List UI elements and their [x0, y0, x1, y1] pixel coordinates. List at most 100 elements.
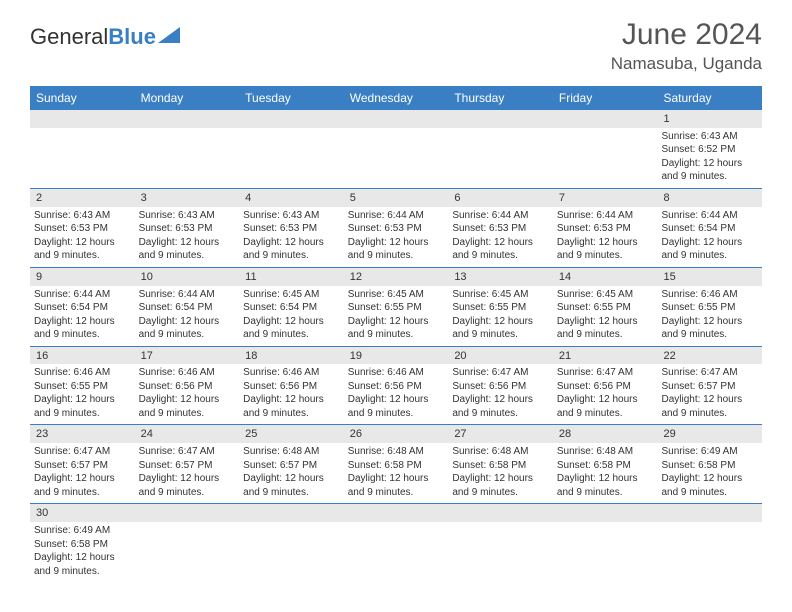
daylight-line: Daylight: 12 hours and 9 minutes. — [34, 236, 131, 263]
date-number-cell: 9 — [30, 268, 135, 286]
date-number-cell: 22 — [657, 347, 762, 365]
header: GeneralBlue June 2024 Namasuba, Uganda — [0, 0, 792, 80]
date-number-cell — [135, 110, 240, 128]
sunrise-line: Sunrise: 6:48 AM — [243, 445, 340, 459]
sunrise-line: Sunrise: 6:46 AM — [34, 366, 131, 380]
weekday-header: SundayMondayTuesdayWednesdayThursdayFrid… — [30, 86, 762, 110]
sunrise-line: Sunrise: 6:45 AM — [243, 288, 340, 302]
sunrise-line: Sunrise: 6:48 AM — [557, 445, 654, 459]
sunrise-line: Sunrise: 6:44 AM — [557, 209, 654, 223]
sunrise-line: Sunrise: 6:45 AM — [348, 288, 445, 302]
sunset-line: Sunset: 6:53 PM — [34, 222, 131, 236]
sunset-line: Sunset: 6:57 PM — [243, 459, 340, 473]
date-number-cell: 20 — [448, 347, 553, 365]
day-cell: Sunrise: 6:45 AMSunset: 6:54 PMDaylight:… — [239, 286, 344, 346]
day-cell: Sunrise: 6:44 AMSunset: 6:53 PMDaylight:… — [553, 207, 658, 267]
day-cell: Sunrise: 6:47 AMSunset: 6:56 PMDaylight:… — [448, 364, 553, 424]
sunset-line: Sunset: 6:56 PM — [348, 380, 445, 394]
date-number-cell — [135, 504, 240, 522]
weekday-col: Saturday — [657, 86, 762, 110]
sunset-line: Sunset: 6:55 PM — [348, 301, 445, 315]
daylight-line: Daylight: 12 hours and 9 minutes. — [348, 315, 445, 342]
day-cell: Sunrise: 6:44 AMSunset: 6:53 PMDaylight:… — [344, 207, 449, 267]
sail-icon — [158, 25, 184, 45]
date-number-row: 16171819202122 — [30, 347, 762, 365]
day-cell: Sunrise: 6:46 AMSunset: 6:56 PMDaylight:… — [135, 364, 240, 424]
date-number-cell: 6 — [448, 189, 553, 207]
day-cell: Sunrise: 6:48 AMSunset: 6:58 PMDaylight:… — [344, 443, 449, 503]
day-cell — [657, 522, 762, 582]
sunset-line: Sunset: 6:55 PM — [557, 301, 654, 315]
week-content-row: Sunrise: 6:44 AMSunset: 6:54 PMDaylight:… — [30, 286, 762, 347]
daylight-line: Daylight: 12 hours and 9 minutes. — [452, 315, 549, 342]
date-number-cell: 18 — [239, 347, 344, 365]
brand-part1: General — [30, 24, 108, 49]
day-cell — [344, 128, 449, 188]
sunrise-line: Sunrise: 6:44 AM — [452, 209, 549, 223]
date-number-cell: 11 — [239, 268, 344, 286]
daylight-line: Daylight: 12 hours and 9 minutes. — [34, 551, 131, 578]
date-number-cell — [448, 110, 553, 128]
week-content-row: Sunrise: 6:43 AMSunset: 6:53 PMDaylight:… — [30, 207, 762, 268]
daylight-line: Daylight: 12 hours and 9 minutes. — [243, 315, 340, 342]
sunrise-line: Sunrise: 6:49 AM — [661, 445, 758, 459]
sunset-line: Sunset: 6:58 PM — [557, 459, 654, 473]
date-number-cell: 17 — [135, 347, 240, 365]
daylight-line: Daylight: 12 hours and 9 minutes. — [348, 236, 445, 263]
week-content-row: Sunrise: 6:47 AMSunset: 6:57 PMDaylight:… — [30, 443, 762, 504]
day-cell: Sunrise: 6:48 AMSunset: 6:58 PMDaylight:… — [553, 443, 658, 503]
daylight-line: Daylight: 12 hours and 9 minutes. — [661, 315, 758, 342]
day-cell: Sunrise: 6:46 AMSunset: 6:56 PMDaylight:… — [239, 364, 344, 424]
day-cell: Sunrise: 6:46 AMSunset: 6:56 PMDaylight:… — [344, 364, 449, 424]
daylight-line: Daylight: 12 hours and 9 minutes. — [243, 393, 340, 420]
sunrise-line: Sunrise: 6:47 AM — [452, 366, 549, 380]
weeks-container: 1Sunrise: 6:43 AMSunset: 6:52 PMDaylight… — [30, 110, 762, 582]
day-cell: Sunrise: 6:48 AMSunset: 6:58 PMDaylight:… — [448, 443, 553, 503]
sunrise-line: Sunrise: 6:43 AM — [139, 209, 236, 223]
daylight-line: Daylight: 12 hours and 9 minutes. — [452, 236, 549, 263]
date-number-cell: 23 — [30, 425, 135, 443]
day-cell: Sunrise: 6:49 AMSunset: 6:58 PMDaylight:… — [30, 522, 135, 582]
sunrise-line: Sunrise: 6:47 AM — [557, 366, 654, 380]
date-number-cell — [448, 504, 553, 522]
sunrise-line: Sunrise: 6:43 AM — [34, 209, 131, 223]
date-number-row: 2345678 — [30, 189, 762, 207]
sunset-line: Sunset: 6:56 PM — [557, 380, 654, 394]
weekday-col: Tuesday — [239, 86, 344, 110]
date-number-cell: 24 — [135, 425, 240, 443]
date-number-row: 1 — [30, 110, 762, 128]
sunset-line: Sunset: 6:53 PM — [139, 222, 236, 236]
date-number-cell: 5 — [344, 189, 449, 207]
day-cell — [30, 128, 135, 188]
day-cell: Sunrise: 6:47 AMSunset: 6:57 PMDaylight:… — [30, 443, 135, 503]
day-cell: Sunrise: 6:43 AMSunset: 6:53 PMDaylight:… — [135, 207, 240, 267]
day-cell — [239, 522, 344, 582]
sunset-line: Sunset: 6:53 PM — [452, 222, 549, 236]
sunrise-line: Sunrise: 6:49 AM — [34, 524, 131, 538]
date-number-cell: 2 — [30, 189, 135, 207]
sunset-line: Sunset: 6:56 PM — [139, 380, 236, 394]
weekday-col: Monday — [135, 86, 240, 110]
date-number-cell: 3 — [135, 189, 240, 207]
date-number-cell: 30 — [30, 504, 135, 522]
date-number-cell: 27 — [448, 425, 553, 443]
day-cell: Sunrise: 6:46 AMSunset: 6:55 PMDaylight:… — [657, 286, 762, 346]
daylight-line: Daylight: 12 hours and 9 minutes. — [243, 236, 340, 263]
date-number-row: 9101112131415 — [30, 268, 762, 286]
day-cell: Sunrise: 6:45 AMSunset: 6:55 PMDaylight:… — [553, 286, 658, 346]
day-cell: Sunrise: 6:43 AMSunset: 6:53 PMDaylight:… — [239, 207, 344, 267]
day-cell — [553, 128, 658, 188]
date-number-cell: 13 — [448, 268, 553, 286]
date-number-cell: 19 — [344, 347, 449, 365]
daylight-line: Daylight: 12 hours and 9 minutes. — [139, 236, 236, 263]
daylight-line: Daylight: 12 hours and 9 minutes. — [661, 393, 758, 420]
day-cell: Sunrise: 6:44 AMSunset: 6:54 PMDaylight:… — [135, 286, 240, 346]
day-cell — [553, 522, 658, 582]
sunset-line: Sunset: 6:57 PM — [661, 380, 758, 394]
weekday-col: Thursday — [448, 86, 553, 110]
date-number-cell: 28 — [553, 425, 658, 443]
date-number-cell — [239, 504, 344, 522]
date-number-cell: 4 — [239, 189, 344, 207]
date-number-cell — [344, 504, 449, 522]
day-cell: Sunrise: 6:49 AMSunset: 6:58 PMDaylight:… — [657, 443, 762, 503]
